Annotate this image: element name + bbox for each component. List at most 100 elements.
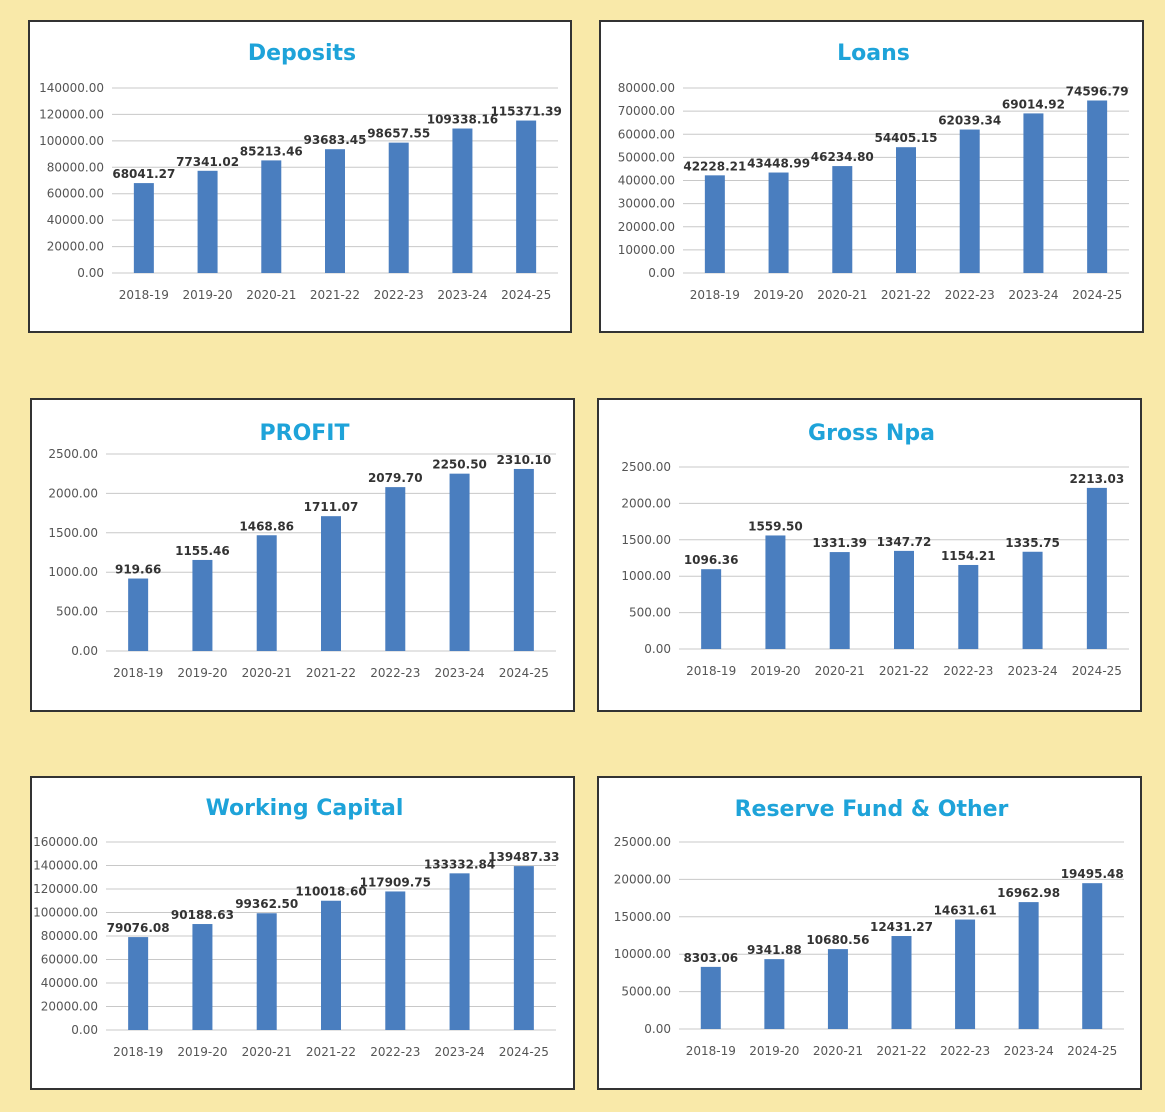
bar [955, 919, 976, 1029]
y-tick-label: 2000.00 [621, 496, 671, 510]
y-tick-label: 40000.00 [41, 976, 98, 990]
data-label: 1096.36 [684, 553, 739, 567]
y-tick-label: 2000.00 [48, 486, 98, 500]
data-label: 8303.06 [683, 951, 738, 965]
profit-chart: PROFIT 0.00 500.00 1000.00 1500.00 2000.00 250… [48, 421, 556, 680]
y-tick-label: 40000.00 [47, 213, 104, 227]
bar [192, 924, 213, 1030]
chart-title: Working Capital [206, 796, 404, 821]
data-label: 9341.88 [747, 943, 802, 957]
x-tick-label: 2024-25 [499, 666, 549, 680]
chart-title: PROFIT [260, 421, 350, 446]
x-tick-label: 2018-19 [119, 288, 169, 302]
bar [128, 937, 149, 1030]
x-tick-label: 2019-20 [750, 664, 800, 678]
chart-panel-loans: Loans 0.00 10000.00 20000.00 30000.00 40000.0… [599, 20, 1144, 333]
data-label: 1347.72 [877, 535, 932, 549]
y-tick-label: 20000.00 [618, 220, 675, 234]
y-tick-label: 100000.00 [39, 134, 104, 148]
y-tick-label: 100000.00 [33, 906, 98, 920]
y-tick-label: 30000.00 [618, 197, 675, 211]
bar [896, 147, 916, 273]
bar [827, 949, 848, 1029]
working-capital-chart: Working Capital 0.00 20000.00 40000.00 60000… [33, 796, 559, 1059]
bar [1087, 100, 1108, 273]
bar [128, 578, 149, 651]
bar [832, 166, 853, 273]
y-tick-label: 1000.00 [621, 569, 671, 583]
data-label: 74596.79 [1066, 84, 1129, 98]
data-label: 69014.92 [1002, 97, 1065, 111]
data-label: 115371.39 [490, 105, 561, 119]
chart-panel-gross-npa: Gross Npa 0.00 500.00 1000.00 1500.00 2000.00… [597, 398, 1142, 712]
x-tick-label: 2023-24 [1008, 664, 1058, 678]
bar [700, 966, 721, 1029]
bar [261, 160, 282, 273]
y-tick-label: 50000.00 [618, 150, 675, 164]
data-label: 1154.21 [941, 549, 996, 563]
x-tick-label: 2023-24 [435, 1045, 485, 1059]
chart-title: Deposits [248, 41, 356, 66]
bar [1022, 551, 1043, 649]
bar [256, 535, 277, 651]
x-tick-label: 2023-24 [1004, 1044, 1054, 1058]
data-label: 42228.21 [683, 159, 746, 173]
x-tick-label: 2018-19 [686, 664, 736, 678]
bar [1023, 113, 1044, 273]
bar [704, 175, 725, 273]
y-tick-label: 0.00 [77, 266, 104, 280]
chart-title: Loans [837, 41, 910, 66]
data-label: 77341.02 [176, 155, 239, 169]
data-label: 93683.45 [303, 133, 366, 147]
y-tick-label: 10000.00 [614, 947, 671, 961]
data-label: 139487.33 [488, 850, 559, 864]
deposits-chart: Deposits 0.00 20000.00 40000.00 60000.00 8000… [39, 41, 562, 302]
x-tick-label: 2018-19 [690, 288, 740, 302]
x-tick-label: 2020-21 [242, 666, 292, 680]
y-tick-label: 120000.00 [33, 882, 98, 896]
bar [321, 516, 341, 651]
chart-panel-reserve-fund: Reserve Fund & Other 0.00 5000.00 10000.00 1… [597, 776, 1142, 1090]
data-label: 46234.80 [811, 150, 874, 164]
data-label: 109338.16 [427, 113, 498, 127]
data-label: 12431.27 [870, 920, 933, 934]
y-tick-label: 500.00 [56, 605, 98, 619]
data-label: 54405.15 [874, 131, 937, 145]
y-tick-label: 80000.00 [618, 81, 675, 95]
x-tick-label: 2023-24 [1008, 288, 1058, 302]
y-tick-label: 120000.00 [39, 107, 104, 121]
x-tick-label: 2023-24 [435, 666, 485, 680]
y-tick-label: 0.00 [644, 1022, 671, 1036]
x-tick-label: 2021-22 [879, 664, 929, 678]
y-tick-label: 1000.00 [48, 565, 98, 579]
data-label: 79076.08 [107, 921, 170, 935]
bar [1082, 883, 1103, 1029]
x-tick-label: 2022-23 [940, 1044, 990, 1058]
y-tick-label: 40000.00 [618, 174, 675, 188]
y-tick-label: 25000.00 [614, 835, 671, 849]
y-tick-label: 1500.00 [621, 533, 671, 547]
data-label: 14631.61 [934, 904, 997, 918]
bar [325, 149, 345, 273]
y-tick-label: 80000.00 [47, 160, 104, 174]
y-tick-label: 0.00 [648, 266, 675, 280]
x-tick-label: 2020-21 [817, 288, 867, 302]
data-label: 1335.75 [1005, 536, 1060, 550]
data-label: 110018.60 [295, 885, 366, 899]
data-label: 68041.27 [112, 167, 175, 181]
y-tick-label: 140000.00 [39, 81, 104, 95]
y-tick-label: 60000.00 [41, 953, 98, 967]
x-tick-label: 2020-21 [246, 288, 296, 302]
y-tick-label: 500.00 [629, 606, 671, 620]
bar [768, 172, 789, 273]
bar [894, 550, 914, 649]
x-tick-label: 2018-19 [113, 1045, 163, 1059]
bar [385, 891, 406, 1030]
y-tick-label: 2500.00 [48, 447, 98, 461]
bar [516, 120, 537, 273]
data-label: 133332.84 [424, 857, 495, 871]
x-tick-label: 2021-22 [881, 288, 931, 302]
bar [449, 473, 470, 651]
x-tick-label: 2021-22 [306, 1045, 356, 1059]
bar [388, 142, 409, 273]
